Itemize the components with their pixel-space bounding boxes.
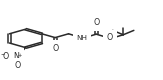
Text: O: O: [14, 62, 21, 70]
Text: N: N: [14, 52, 20, 61]
Text: +: +: [18, 53, 22, 58]
Text: O: O: [93, 18, 99, 28]
Text: −: −: [0, 52, 5, 57]
Text: O: O: [2, 52, 9, 61]
Text: NH: NH: [76, 35, 87, 41]
Text: O: O: [52, 44, 58, 53]
Text: O: O: [106, 34, 113, 42]
